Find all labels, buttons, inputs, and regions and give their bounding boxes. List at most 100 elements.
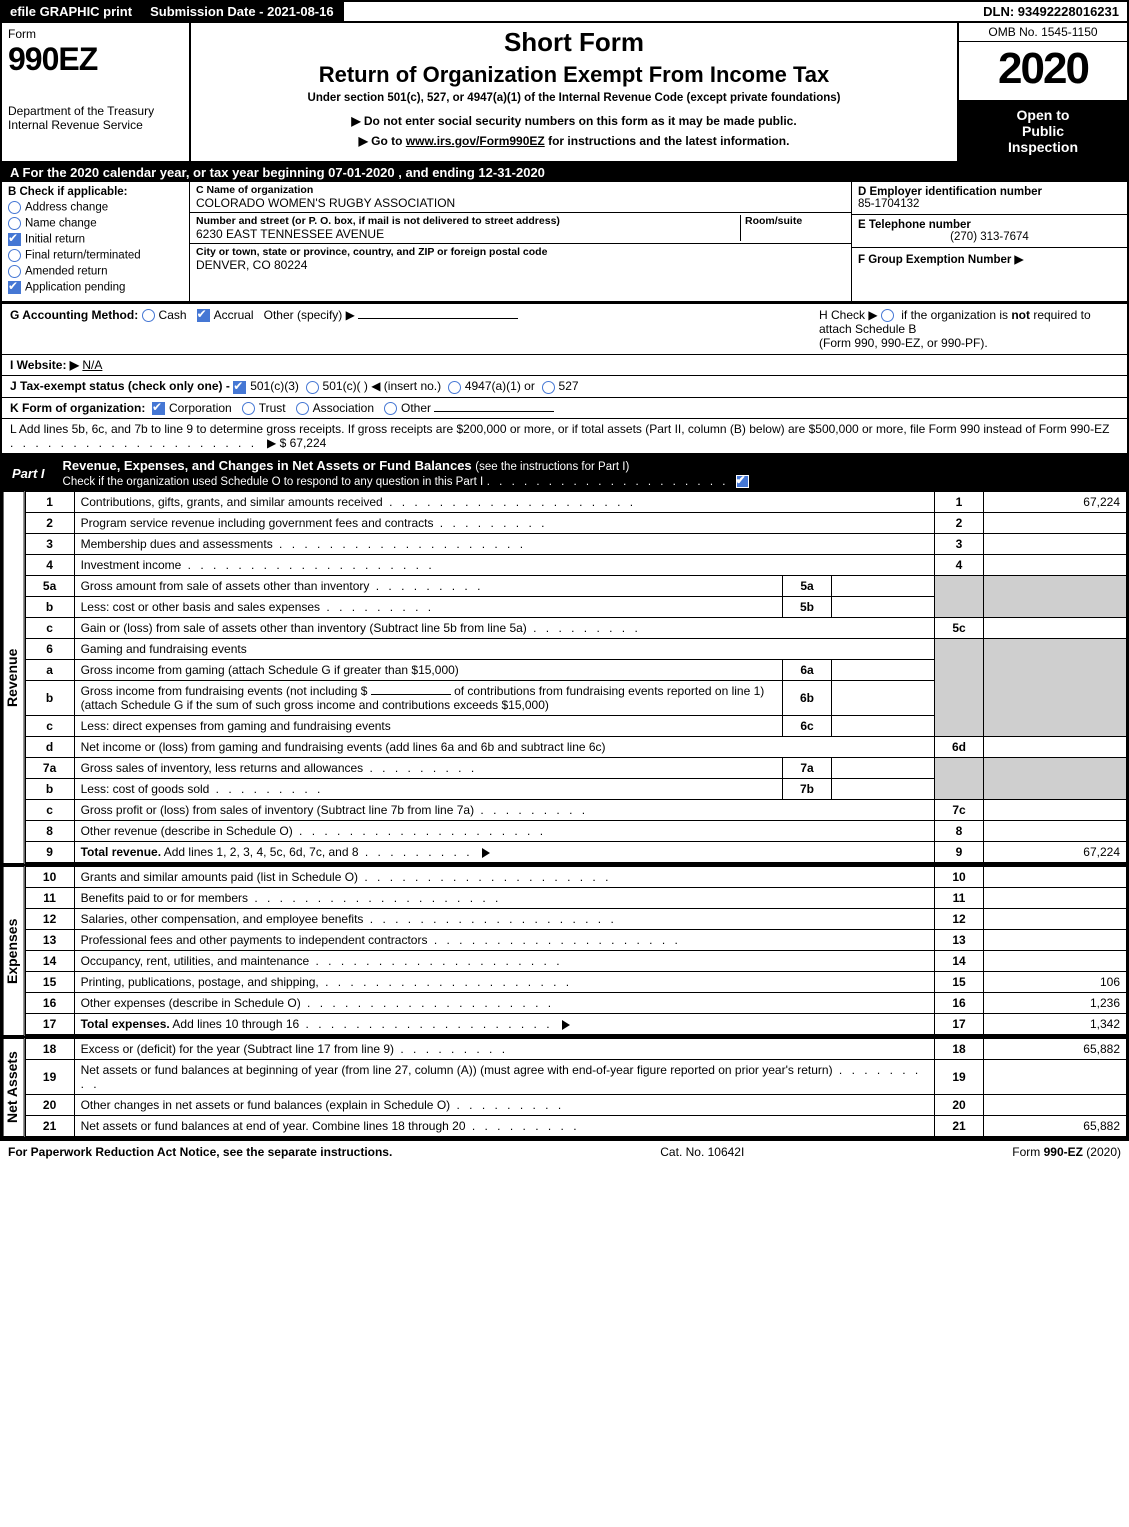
501c3-checkbox[interactable] bbox=[233, 381, 246, 394]
goto-link[interactable]: www.irs.gov/Form990EZ bbox=[406, 134, 545, 148]
short-form-title: Short Form bbox=[197, 27, 951, 58]
goto-suffix: for instructions and the latest informat… bbox=[548, 134, 789, 148]
line-number: c bbox=[25, 716, 74, 737]
other-org-checkbox[interactable] bbox=[384, 402, 397, 415]
row-k-label: K Form of organization: bbox=[10, 401, 145, 415]
table-row: 13 Professional fees and other payments … bbox=[25, 930, 1126, 951]
sub-amount bbox=[832, 576, 935, 597]
line-desc: Gaming and fundraising events bbox=[74, 639, 934, 660]
line-number: 15 bbox=[25, 972, 74, 993]
street-label: Number and street (or P. O. box, if mail… bbox=[196, 215, 740, 227]
line-desc: Less: cost or other basis and sales expe… bbox=[81, 600, 320, 614]
accrual-checkbox[interactable] bbox=[197, 309, 210, 322]
line-number: 21 bbox=[25, 1116, 74, 1137]
501c-checkbox[interactable] bbox=[306, 381, 319, 394]
other-method-label: Other (specify) ▶ bbox=[264, 308, 355, 322]
table-row: d Net income or (loss) from gaming and f… bbox=[25, 737, 1126, 758]
row-i-label: I Website: ▶ bbox=[10, 358, 79, 372]
name-change-checkbox[interactable] bbox=[8, 217, 21, 230]
sub-id: 7b bbox=[783, 779, 832, 800]
cash-label: Cash bbox=[159, 308, 187, 322]
527-checkbox[interactable] bbox=[542, 381, 555, 394]
table-row: 5a Gross amount from sale of assets othe… bbox=[25, 576, 1126, 597]
corp-checkbox[interactable] bbox=[152, 402, 165, 415]
irs-label: Internal Revenue Service bbox=[8, 118, 183, 132]
dln-label: DLN: 93492228016231 bbox=[975, 2, 1127, 21]
footer-right: Form 990-EZ (2020) bbox=[1012, 1145, 1121, 1159]
net-assets-vertical-label: Net Assets bbox=[2, 1038, 25, 1137]
schedule-b-checkbox[interactable] bbox=[881, 309, 894, 322]
other-org-input[interactable] bbox=[434, 411, 554, 412]
line-amount bbox=[984, 867, 1127, 888]
other-method-input[interactable] bbox=[358, 318, 518, 319]
goto-line: ▶ Go to www.irs.gov/Form990EZ for instru… bbox=[197, 134, 951, 148]
room-label: Room/suite bbox=[745, 215, 845, 227]
row-h-label: H Check ▶ bbox=[819, 308, 878, 322]
efile-print-button[interactable]: efile GRAPHIC print bbox=[2, 2, 142, 21]
table-row: 2 Program service revenue including gove… bbox=[25, 513, 1126, 534]
line-number: 1 bbox=[25, 492, 74, 513]
initial-return-checkbox[interactable] bbox=[8, 233, 21, 246]
grey-cell bbox=[935, 758, 984, 800]
cash-checkbox[interactable] bbox=[142, 309, 155, 322]
assoc-checkbox[interactable] bbox=[296, 402, 309, 415]
line-desc: Printing, publications, postage, and shi… bbox=[81, 975, 319, 989]
table-row: 18 Excess or (deficit) for the year (Sub… bbox=[25, 1039, 1126, 1060]
final-return-checkbox[interactable] bbox=[8, 249, 21, 262]
line-id: 16 bbox=[935, 993, 984, 1014]
sub-id: 5a bbox=[783, 576, 832, 597]
line-amount bbox=[984, 800, 1127, 821]
line-desc: Gross profit or (loss) from sales of inv… bbox=[81, 803, 474, 817]
tax-period-bar: A For the 2020 calendar year, or tax yea… bbox=[0, 163, 1129, 182]
table-row: 16 Other expenses (describe in Schedule … bbox=[25, 993, 1126, 1014]
line-id: 12 bbox=[935, 909, 984, 930]
app-pending-label: Application pending bbox=[25, 282, 125, 294]
line-number: 12 bbox=[25, 909, 74, 930]
line-id: 19 bbox=[935, 1060, 984, 1095]
sub-amount bbox=[832, 681, 935, 716]
line-number: b bbox=[25, 681, 74, 716]
line-desc: Gross income from gaming (attach Schedul… bbox=[81, 663, 459, 677]
arrow-right-icon bbox=[482, 848, 490, 858]
table-row: c Gross profit or (loss) from sales of i… bbox=[25, 800, 1126, 821]
line-number: 9 bbox=[25, 842, 74, 864]
line-id: 20 bbox=[935, 1095, 984, 1116]
501c-label: 501(c)( ) ◀ (insert no.) bbox=[323, 379, 442, 393]
amended-return-checkbox[interactable] bbox=[8, 265, 21, 278]
line-amount bbox=[984, 737, 1127, 758]
schedule-o-checkbox[interactable] bbox=[736, 475, 749, 488]
table-row: c Gain or (loss) from sale of assets oth… bbox=[25, 618, 1126, 639]
line-amount bbox=[984, 618, 1127, 639]
amended-return-label: Amended return bbox=[25, 266, 107, 278]
line-id: 6d bbox=[935, 737, 984, 758]
row-l-text: L Add lines 5b, 6c, and 7b to line 9 to … bbox=[10, 422, 1109, 436]
address-change-label: Address change bbox=[25, 202, 108, 214]
4947-checkbox[interactable] bbox=[448, 381, 461, 394]
trust-checkbox[interactable] bbox=[242, 402, 255, 415]
omb-number: OMB No. 1545-1150 bbox=[959, 23, 1127, 42]
line-number: a bbox=[25, 660, 74, 681]
city-value: DENVER, CO 80224 bbox=[196, 258, 845, 272]
return-title: Return of Organization Exempt From Incom… bbox=[197, 62, 951, 88]
table-row: 1 Contributions, gifts, grants, and simi… bbox=[25, 492, 1126, 513]
fundraising-amount-input[interactable] bbox=[371, 694, 451, 695]
501c3-label: 501(c)(3) bbox=[250, 379, 299, 393]
app-pending-checkbox[interactable] bbox=[8, 281, 21, 294]
address-change-checkbox[interactable] bbox=[8, 201, 21, 214]
final-return-label: Final return/terminated bbox=[25, 250, 141, 262]
city-label: City or town, state or province, country… bbox=[196, 246, 845, 258]
sub-amount bbox=[832, 660, 935, 681]
form-label: Form bbox=[8, 27, 183, 41]
line-desc: Less: cost of goods sold bbox=[81, 782, 210, 796]
line-id: 5c bbox=[935, 618, 984, 639]
line-number: 6 bbox=[25, 639, 74, 660]
line-id: 13 bbox=[935, 930, 984, 951]
part1-label: Part I bbox=[2, 463, 55, 484]
assoc-label: Association bbox=[313, 401, 374, 415]
line-number: 11 bbox=[25, 888, 74, 909]
sub-id: 7a bbox=[783, 758, 832, 779]
line-id: 14 bbox=[935, 951, 984, 972]
line-id: 17 bbox=[935, 1014, 984, 1036]
phone-label: E Telephone number bbox=[858, 219, 1121, 231]
box-b-label: B Check if applicable: bbox=[8, 186, 183, 198]
